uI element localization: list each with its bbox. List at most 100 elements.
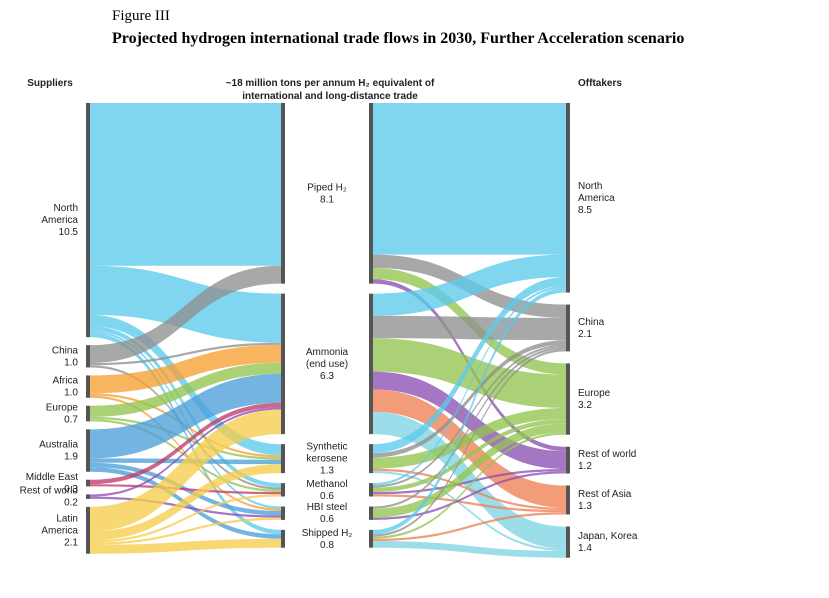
flow-shipped-h2-to-offtaker-china — [373, 349, 566, 537]
carrier-left-bar-ammonia-end-use — [281, 293, 285, 435]
supplier-label-africa-line-1: Africa — [52, 376, 78, 387]
flow-methanol-to-offtaker-north-america — [373, 285, 566, 486]
carrier-right-bar-piped-h2 — [369, 103, 373, 284]
flow-latin-america-to-hbi-steel — [90, 517, 281, 545]
offtaker-label-europe-line-2: 3.2 — [578, 400, 592, 411]
flow-shipped-h2-to-offtaker-rest-of-asia — [373, 512, 566, 542]
offtaker-bar-europe — [566, 363, 570, 435]
carrier-left-bar-synthetic-kerosene — [281, 444, 285, 474]
supplier-label-north-america-line-2: America — [41, 215, 78, 226]
suppliers-header: Suppliers — [27, 78, 73, 89]
carrier-label-methanol-line-2: 0.6 — [320, 491, 334, 502]
flow-china-to-ammonia-end-use — [90, 342, 281, 366]
carrier-right-bar-synthetic-kerosene — [369, 444, 373, 474]
offtaker-label-europe-line-1: Europe — [578, 388, 611, 399]
carrier-label-synthetic-kerosene-line-2: kerosene — [306, 454, 348, 465]
center-header-line1: ~18 million tons per annum H₂ equivalent… — [226, 78, 435, 89]
carrier-label-ammonia-end-use-line-1: Ammonia — [306, 347, 349, 358]
supplier-label-rest-of-world-line-1: Rest of world — [20, 486, 78, 497]
flow-methanol-to-offtaker-europe — [373, 419, 566, 493]
carrier-label-shipped-h2-line-2: 0.8 — [320, 540, 334, 551]
flow-australia-to-ammonia-end-use — [90, 373, 281, 459]
flow-latin-america-to-ammonia-end-use — [90, 409, 281, 532]
node-bar-layer — [86, 103, 570, 558]
flow-china-to-piped-h2 — [90, 265, 281, 363]
offtaker-bar-china — [566, 304, 570, 352]
carrier-right-bar-methanol — [369, 483, 373, 497]
supplier-bar-africa — [86, 375, 90, 398]
carrier-right-bar-hbi-steel — [369, 506, 373, 520]
supplier-bar-middle-east — [86, 479, 90, 487]
supplier-label-middle-east-line-1: Middle East — [26, 472, 78, 483]
flow-rest-of-world-to-hbi-steel — [90, 496, 281, 518]
supplier-label-europe-line-2: 0.7 — [64, 415, 78, 426]
supplier-label-china-line-1: China — [52, 345, 79, 356]
supplier-label-latin-america-line-3: 2.1 — [64, 537, 78, 548]
carrier-right-bar-shipped-h2 — [369, 529, 373, 548]
carrier-left-bar-hbi-steel — [281, 506, 285, 520]
supplier-bar-europe — [86, 405, 90, 422]
flow-synthetic-kerosene-to-offtaker-north-america — [373, 276, 566, 454]
flow-europe-to-synthetic-kerosene — [90, 416, 281, 460]
carrier-label-methanol-line-1: Methanol — [306, 479, 347, 490]
carrier-label-hbi-steel-line-2: 0.6 — [320, 514, 334, 525]
flow-latin-america-to-synthetic-kerosene — [90, 464, 281, 541]
offtaker-label-rest-of-asia-line-1: Rest of Asia — [578, 489, 632, 500]
flow-methanol-to-offtaker-china — [373, 344, 566, 488]
carrier-label-synthetic-kerosene-line-1: Synthetic — [306, 442, 347, 453]
offtaker-label-rest-of-world-line-1: Rest of world — [578, 449, 636, 460]
flow-africa-to-hbi-steel — [90, 395, 281, 511]
flow-shipped-h2-to-offtaker-japan-korea — [373, 541, 566, 558]
flow-ammonia-end-use-to-offtaker-north-america — [373, 254, 566, 316]
flow-latin-america-to-methanol — [90, 494, 281, 543]
supplier-bar-latin-america — [86, 506, 90, 554]
flow-latin-america-to-shipped-h2 — [90, 538, 281, 554]
flow-piped-h2-to-offtaker-north-america — [373, 103, 566, 255]
carrier-label-hbi-steel-line-1: HBI steel — [307, 502, 348, 513]
flow-north-america-to-shipped-h2 — [90, 332, 281, 535]
offtaker-label-china-line-1: China — [578, 317, 605, 328]
supplier-label-europe-line-1: Europe — [46, 403, 79, 414]
flow-middle-east-to-ammonia-end-use — [90, 402, 281, 485]
supplier-bar-north-america — [86, 103, 90, 338]
supplier-label-australia-line-2: 1.9 — [64, 452, 78, 463]
carrier-left-bar-methanol — [281, 483, 285, 497]
carrier-label-ammonia-end-use-line-3: 6.3 — [320, 371, 334, 382]
supplier-label-latin-america-line-2: America — [41, 525, 78, 536]
flow-layer — [90, 103, 566, 558]
carrier-left-bar-shipped-h2 — [281, 529, 285, 548]
flow-synthetic-kerosene-to-offtaker-rest-of-asia — [373, 468, 566, 511]
carrier-label-piped-h2-line-2: 8.1 — [320, 194, 334, 205]
offtaker-bar-north-america — [566, 103, 570, 293]
flow-synthetic-kerosene-to-offtaker-europe — [373, 407, 566, 469]
flow-north-america-to-piped-h2 — [90, 103, 281, 266]
supplier-bar-australia — [86, 429, 90, 472]
carrier-label-synthetic-kerosene-line-3: 1.3 — [320, 466, 334, 477]
carrier-label-ammonia-end-use-line-2: (end use) — [306, 359, 348, 370]
flow-synthetic-kerosene-to-offtaker-japan-korea — [373, 470, 566, 552]
supplier-label-china-line-2: 1.0 — [64, 357, 78, 368]
supplier-label-rest-of-world-line-2: 0.2 — [64, 498, 78, 509]
carrier-right-bar-ammonia-end-use — [369, 293, 373, 435]
offtaker-label-north-america-line-1: North — [578, 181, 602, 192]
offtaker-bar-japan-korea — [566, 526, 570, 558]
offtaker-label-rest-of-world-line-2: 1.2 — [578, 461, 592, 472]
flow-rest-of-world-to-ammonia-end-use — [90, 407, 281, 497]
flow-methanol-to-offtaker-rest-of-world — [373, 469, 566, 495]
figure-title: Projected hydrogen international trade f… — [112, 30, 685, 47]
offtaker-label-japan-korea-line-1: Japan, Korea — [578, 531, 638, 542]
offtaker-label-north-america-line-3: 8.5 — [578, 205, 592, 216]
offtaker-label-china-line-2: 2.1 — [578, 329, 592, 340]
offtaker-bar-rest-of-world — [566, 446, 570, 474]
flow-ammonia-end-use-to-offtaker-japan-korea — [373, 411, 566, 549]
flow-methanol-to-offtaker-rest-of-asia — [373, 494, 566, 513]
supplier-label-north-america-line-3: 10.5 — [59, 227, 79, 238]
flow-hbi-steel-to-offtaker-rest-of-world — [373, 471, 566, 520]
offtaker-label-north-america-line-2: America — [578, 193, 615, 204]
supplier-label-australia-line-1: Australia — [39, 440, 78, 451]
flow-shipped-h2-to-offtaker-north-america — [373, 288, 566, 535]
flow-hbi-steel-to-offtaker-china — [373, 346, 566, 509]
supplier-label-middle-east-line-2: 0.3 — [64, 484, 78, 495]
supplier-label-africa-line-2: 1.0 — [64, 388, 78, 399]
